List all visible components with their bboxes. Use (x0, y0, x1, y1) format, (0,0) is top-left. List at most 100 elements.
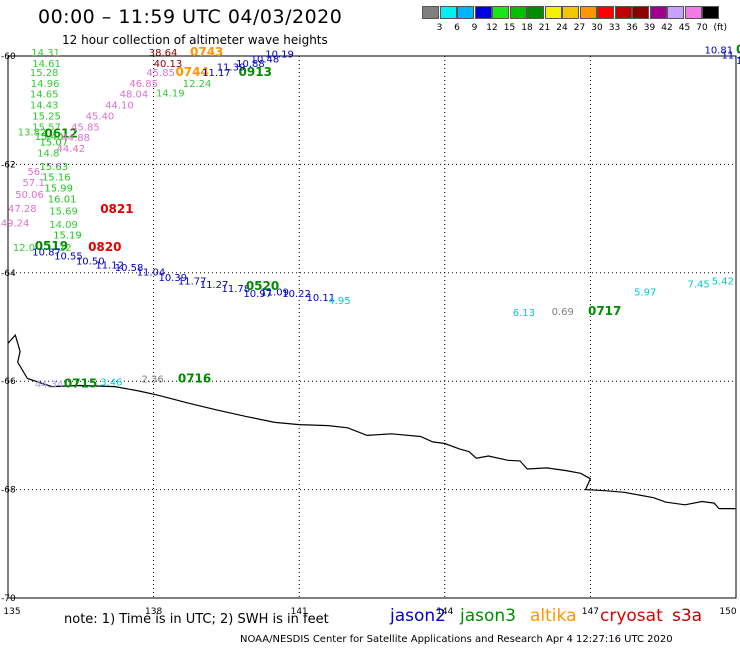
legend-swatch (509, 6, 527, 19)
time-label: 0324 (736, 42, 740, 56)
legend-label: 21 (538, 23, 551, 33)
lon-tick-label: 150 (719, 607, 736, 617)
swh-label: 14.43 (30, 101, 59, 112)
legend-label: 12 (486, 23, 498, 33)
footnote: note: 1) Time is in UTC; 2) SWH is in fe… (64, 612, 329, 627)
swh-label: 15.63 (40, 162, 69, 173)
time-label: 0612 (44, 126, 77, 140)
swh-label: 15.69 (49, 206, 78, 217)
swh-label: 44.42 (57, 144, 86, 155)
swh-label: 10.11 (306, 293, 335, 304)
time-label: 0913 (239, 65, 272, 79)
legend-unit: (ft) (713, 23, 728, 33)
legend-swatch (457, 6, 474, 19)
swh-label: 15.40 (35, 132, 64, 143)
legend-label: 3 (436, 23, 443, 33)
swh-label: 15.07 (40, 137, 69, 148)
swh-label: 10.39 (158, 273, 187, 284)
swh-label: 11.44 (736, 56, 740, 67)
satellite-s3a: s3a (672, 606, 703, 626)
swh-label: 45.85 (71, 122, 100, 133)
legend-label: 18 (521, 23, 533, 33)
legend-swatch (684, 6, 702, 19)
swh-label: 56. (27, 167, 43, 178)
swh-label: 46.85 (129, 79, 158, 90)
time-label: 0821 (100, 202, 133, 216)
swh-label: 11.77 (178, 277, 207, 288)
coastline (7, 333, 736, 510)
legend-swatch (492, 6, 509, 19)
legend-label: 39 (643, 23, 656, 33)
swh-label: 45.85 (146, 68, 175, 79)
swh-label: 15.99 (44, 184, 73, 195)
swh-label: 57.1 (23, 178, 45, 189)
swh-label: 12.0 (13, 243, 35, 254)
swh-label: 10.81 (704, 45, 733, 56)
swh-label: 15.19 (53, 231, 82, 242)
time-label: 0744 (175, 65, 208, 79)
lon-tick-label: 141 (291, 607, 308, 617)
swh-label: 6.13 (513, 308, 535, 319)
legend-swatch (422, 6, 439, 19)
swh-label: 14.8 (37, 148, 59, 159)
lat-tick-label: -62 (1, 160, 16, 170)
swh-label: 11.39 (217, 63, 246, 74)
legend-swatch (597, 6, 614, 19)
time-label: 0820 (88, 240, 121, 254)
swh-label: 11.27 (200, 280, 229, 291)
lat-tick-label: -66 (1, 377, 16, 387)
legend-label: 45 (678, 23, 691, 33)
legend-label: 33 (608, 23, 621, 33)
swh-label: 5.97 (634, 288, 656, 299)
lat-tick-label: -60 (1, 52, 16, 62)
legend-swatch (439, 6, 457, 19)
swh-label: 0.69 (552, 307, 574, 318)
swh-label: 15.57 (32, 122, 61, 133)
lon-tick-label: 147 (582, 607, 599, 617)
credit-line: NOAA/NESDIS Center for Satellite Applica… (240, 634, 673, 645)
swh-label: 2.36 (141, 374, 163, 385)
swh-label: 50.06 (15, 190, 44, 201)
swh-label: 10.55 (54, 251, 83, 262)
swh-label: 12.24 (183, 79, 212, 90)
legend-swatch (667, 6, 684, 19)
swh-label: 47.28 (8, 204, 37, 215)
swh-label: 45.40 (86, 111, 115, 122)
legend-label: 70 (696, 23, 708, 33)
legend-label: 30 (591, 23, 603, 33)
swh-label: 14.61 (32, 59, 61, 70)
swh-label: 16.01 (48, 194, 77, 205)
time-label: 0519 (35, 239, 68, 253)
legend-swatch (632, 6, 649, 19)
time-label: 0743 (190, 45, 223, 59)
lat-tick-label: -68 (1, 486, 16, 496)
swh-label: 11.25 (721, 51, 740, 62)
swh-label: 15.25 (32, 111, 61, 122)
legend-swatch (649, 6, 667, 19)
swh-label: 11.17 (202, 68, 231, 79)
lon-tick-label: 138 (145, 607, 162, 617)
swh-label: 13.82 (18, 128, 47, 139)
swh-label: 10.87 (32, 247, 61, 258)
lon-tick-label: 144 (436, 607, 453, 617)
legend-swatch (544, 6, 562, 19)
lon-tick-label: 135 (3, 607, 20, 617)
satellite-jason3: jason3 (460, 606, 516, 626)
swh-label: 49.24 (1, 219, 30, 230)
map-subtitle: 12 hour collection of altimeter wave hei… (62, 33, 328, 47)
legend-label: 6 (454, 23, 460, 33)
legend-swatch (614, 6, 632, 19)
satellite-cryosat: cryosat (600, 606, 663, 626)
swh-label: 14.19 (156, 89, 185, 100)
swh-label: 38.64 (149, 48, 178, 59)
swh-label: 4.95 (328, 296, 350, 307)
legend-label: 9 (471, 23, 478, 33)
swh-label: 5.42 (712, 277, 734, 288)
swh-label: 10.50 (76, 257, 105, 268)
swh-label: 11.04 (137, 268, 166, 279)
plot-frame (7, 55, 737, 599)
swh-label: 11.12 (95, 260, 124, 271)
map-title: 00:00 – 11:59 UTC 04/03/2020 (38, 6, 343, 28)
swh-label: 40.13 (154, 59, 183, 70)
